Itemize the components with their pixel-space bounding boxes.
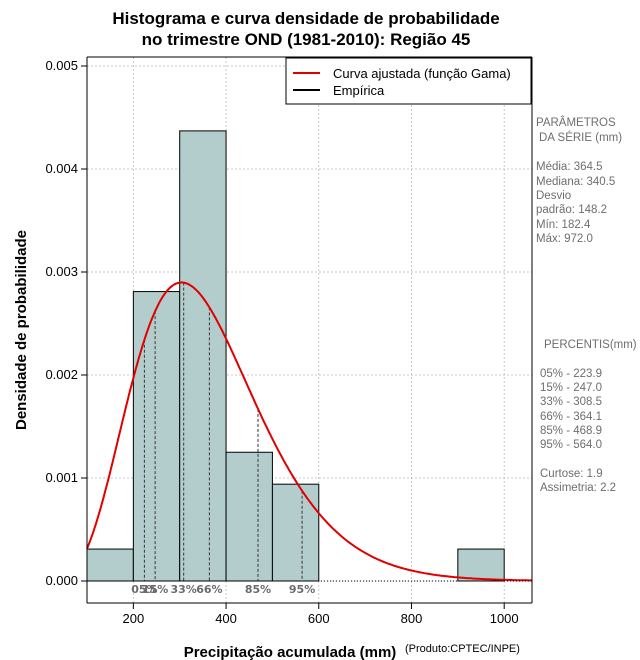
histogram-bar [179,130,227,582]
legend: Curva ajustada (função Gama) Empírica [285,57,532,105]
y-tick-label: 0.000 [45,573,78,588]
gamma-curve-layer [86,281,532,582]
y-tick-label: 0.002 [45,367,78,382]
axes: 200 400 600 800 1000 0.000 0.001 0.002 0.003 0.00… [45,56,533,626]
percentile-row-15: 15% - 247.0 [540,382,602,394]
percentile-label-05%: 05% [131,583,157,596]
parameters-panel: PARÂMETROS DA SÉRIE (mm) Média: 364.5 Me… [536,116,622,245]
percentile-row-85: 85% - 468.9 [540,425,602,437]
percentile-row-05: 05% - 223.9 [540,368,602,380]
y-tick-label: 0.004 [45,161,78,176]
param-stddev-1: Desvio [536,190,571,202]
histogram-bar [457,548,505,582]
credit-text: (Produto:CPTEC/INPE) [405,643,520,655]
param-max: Máx: 972.0 [536,233,593,245]
x-tick-label: 600 [308,611,330,626]
skewness-row: Assimetria: 2.2 [540,482,616,494]
chart-title-line1: Histograma e curva densidade de probabil… [112,9,499,28]
percentiles-panel: PERCENTIS(mm) 05% - 223.9 15% - 247.0 33… [540,339,637,494]
gamma-curve [86,281,532,582]
param-mean: Média: 364.5 [536,161,603,173]
percentile-row-66: 66% - 364.1 [540,411,602,423]
chart-title-line2: no trimestre OND (1981-2010): Região 45 [142,30,471,49]
x-tick-label: 200 [123,611,145,626]
param-median: Mediana: 340.5 [536,176,615,188]
percentile-lines: 05%15% 33% 66% 85% 95% [131,282,315,596]
x-axis-label: Precipitação acumulada (mm) [184,644,397,660]
x-tick-label: 1000 [490,611,519,626]
percentile-row-33: 33% - 308.5 [540,396,602,408]
x-tick-label: 400 [215,611,237,626]
legend-empirical-label: Empírica [333,83,385,98]
percentiles-heading: PERCENTIS(mm) [544,339,637,351]
histogram-bar [271,483,320,582]
percentile-label-66%: 66% [196,583,222,596]
histogram-bar [86,548,134,582]
kurtosis-row: Curtose: 1.9 [540,468,603,480]
legend-curve-label: Curva ajustada (função Gama) [333,66,511,81]
parameters-heading-2: DA SÉRIE (mm) [539,131,622,144]
x-tick-label: 800 [401,611,423,626]
histogram-bar [225,451,273,582]
histogram-bars [86,130,505,582]
percentile-label-85%: 85% [245,583,271,596]
param-stddev-2: padrão: 148.2 [536,204,607,216]
histogram-bar [132,291,181,582]
y-tick-label: 0.005 [45,58,78,73]
percentile-label-33%: 33% [170,583,196,596]
y-tick-label: 0.003 [45,264,78,279]
percentile-label-15%: 15% [142,583,168,596]
y-axis-label: Densidade de probabilidade [13,230,30,430]
percentile-row-95: 95% - 564.0 [540,439,602,451]
parameters-heading-1: PARÂMETROS [536,116,616,129]
param-min: Mín: 182.4 [536,219,591,231]
y-tick-label: 0.001 [45,470,78,485]
legend-box [285,57,532,105]
percentile-label-95%: 95% [289,583,315,596]
